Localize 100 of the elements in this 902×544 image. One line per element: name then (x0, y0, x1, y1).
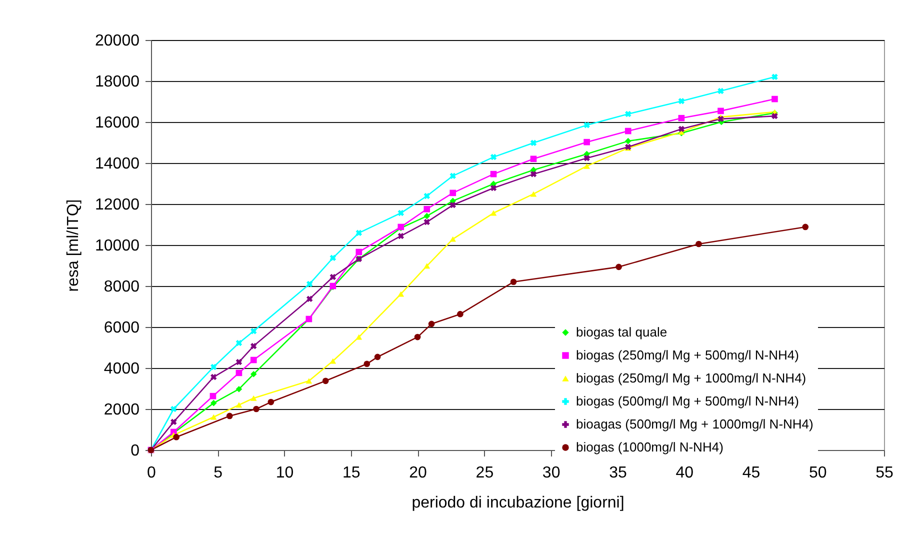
point (236, 386, 242, 392)
x-tick-label: 20 (409, 464, 428, 482)
point (236, 370, 242, 376)
point (236, 340, 242, 346)
point (584, 138, 590, 146)
point (678, 114, 685, 122)
x-axis-title: periodo di incubazione [giorni] (412, 494, 624, 512)
point (330, 254, 336, 262)
point (398, 210, 404, 216)
point (424, 206, 430, 212)
y-axis-title: resa [ml/ITQ] (65, 199, 82, 292)
point (306, 378, 312, 384)
point (530, 191, 537, 197)
point (330, 358, 336, 364)
point (450, 236, 456, 242)
x-tick-label: 5 (214, 464, 223, 482)
point (428, 320, 435, 328)
point (250, 370, 257, 378)
point (718, 88, 724, 94)
point (356, 334, 362, 340)
point (170, 406, 177, 412)
point (490, 170, 497, 178)
legend-label: biogas (250mg/l Mg + 500mg/l N-NH4) (576, 348, 799, 362)
y-tick-label: 14000 (95, 156, 140, 172)
point (250, 395, 257, 401)
y-tick-label: 10000 (95, 238, 140, 254)
point (364, 360, 370, 368)
point (236, 358, 242, 366)
point (210, 414, 217, 420)
x-tick-label: 25 (476, 464, 494, 482)
legend-label: bioagas (500mg/l Mg + 1000mg/l N-NH4) (576, 416, 814, 432)
point (772, 74, 778, 80)
point (170, 418, 177, 426)
point (678, 126, 685, 132)
y-tick-label: 20000 (95, 32, 140, 50)
point (718, 108, 724, 114)
point (584, 163, 590, 169)
point (306, 280, 313, 288)
point (772, 96, 778, 102)
point (490, 180, 497, 188)
legend-label: biogas (1000mg/l N-NH4) (576, 440, 724, 454)
point (322, 378, 329, 384)
point (696, 240, 702, 248)
point (624, 128, 632, 134)
point (490, 154, 497, 160)
point (398, 232, 404, 240)
point (530, 156, 537, 162)
point (226, 412, 233, 420)
point (424, 263, 430, 269)
point (530, 166, 537, 174)
point (616, 264, 622, 270)
point (330, 274, 336, 280)
x-tick-label: 0 (147, 464, 156, 482)
point (802, 224, 809, 230)
y-tick-label: 12000 (95, 196, 140, 214)
y-tick-label: 8000 (104, 278, 140, 296)
y-tick-label: 16000 (95, 114, 140, 132)
point (450, 190, 456, 196)
point (250, 356, 257, 364)
point (457, 310, 464, 318)
point (530, 170, 537, 178)
point (250, 342, 257, 350)
point (250, 328, 257, 334)
point (772, 112, 778, 120)
point (374, 354, 381, 360)
point (718, 116, 724, 122)
x-tick-label: 55 (876, 464, 894, 482)
point (530, 140, 537, 146)
point (210, 400, 217, 406)
point (510, 278, 517, 286)
point (624, 110, 632, 118)
point (398, 291, 404, 297)
legend-label: biogas tal quale (576, 324, 668, 340)
point (236, 402, 242, 408)
point (424, 192, 430, 200)
x-tick-label: 40 (676, 464, 694, 482)
point (490, 210, 497, 216)
y-tick-label: 0 (130, 442, 140, 460)
point (253, 406, 260, 412)
legend-label: biogas (500mg/l Mg + 500mg/l N-NH4) (576, 394, 799, 408)
point (210, 364, 217, 370)
y-tick-label: 18000 (95, 74, 140, 90)
point (584, 122, 590, 128)
x-tick-label: 35 (609, 464, 627, 482)
point (306, 296, 313, 302)
point (210, 392, 216, 400)
x-tick-label: 50 (808, 464, 827, 482)
point (356, 248, 362, 256)
point (356, 230, 362, 236)
point (268, 398, 274, 406)
point (210, 374, 217, 380)
x-tick-label: 15 (342, 464, 360, 482)
x-tick-label: 45 (742, 464, 760, 482)
y-tick-label: 2000 (104, 402, 140, 418)
point (173, 434, 180, 440)
point (450, 202, 456, 208)
x-tick-label: 30 (542, 464, 560, 482)
point (424, 212, 430, 220)
point (490, 184, 497, 192)
point (584, 154, 590, 162)
